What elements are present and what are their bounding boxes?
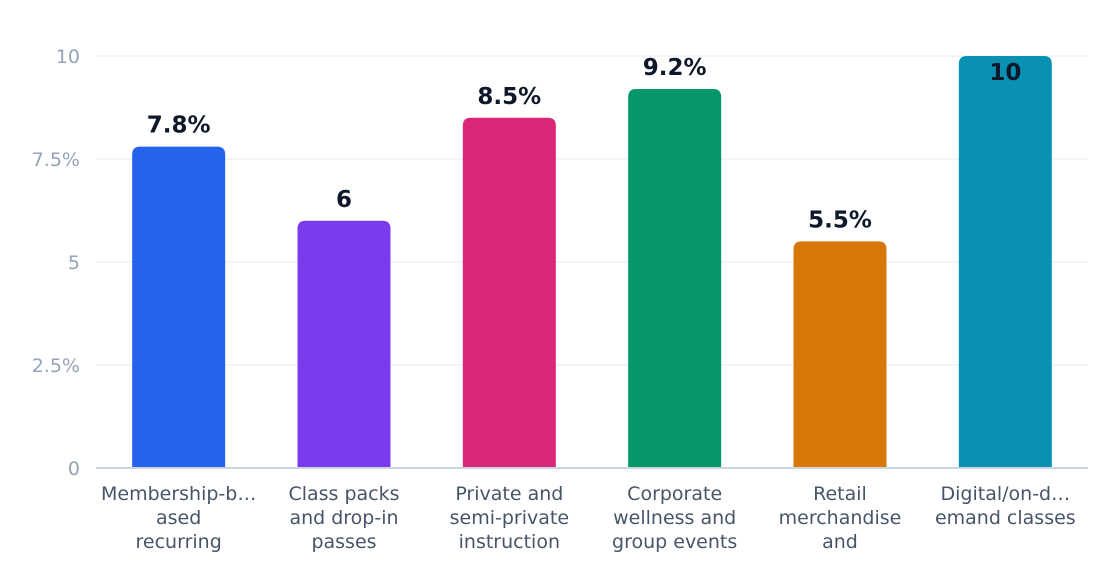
x-tick-label-line: group events bbox=[612, 531, 737, 553]
x-tick-label-line: recurring bbox=[136, 531, 222, 553]
x-tick-label-line: semi-private bbox=[450, 507, 569, 529]
y-tick-label: 5 bbox=[68, 252, 80, 274]
x-tick-label: Membership-b… ased recurring bbox=[101, 483, 256, 553]
x-tick-label: Class packs and drop-in passes bbox=[288, 483, 399, 553]
bars bbox=[132, 56, 1052, 469]
x-tick-label-line: and bbox=[822, 531, 858, 553]
x-tick-label-line: merchandise bbox=[779, 507, 902, 529]
data-label: 9.2% bbox=[643, 55, 707, 81]
data-label: 5.5% bbox=[808, 207, 872, 233]
x-tick-label: Private and semi-private instruction bbox=[450, 483, 569, 553]
data-label: 8.5% bbox=[477, 84, 541, 110]
x-tick-label-line: Digital/on-d… bbox=[941, 483, 1071, 505]
x-tick-label: Corporate wellness and group events bbox=[612, 483, 737, 553]
bar[interactable] bbox=[132, 146, 226, 468]
data-label: 10 bbox=[989, 60, 1021, 86]
bar[interactable] bbox=[958, 56, 1052, 468]
x-tick-label-line: emand classes bbox=[935, 507, 1076, 529]
x-tick-label-line: wellness and bbox=[613, 507, 736, 529]
x-tick-label-line: passes bbox=[311, 531, 376, 553]
bar[interactable] bbox=[462, 117, 556, 469]
x-tick-label-line: Private and bbox=[455, 483, 563, 505]
data-label: 6 bbox=[336, 187, 352, 213]
grid-lines bbox=[96, 55, 1088, 366]
bar[interactable] bbox=[628, 88, 722, 469]
y-tick-label: 7.5% bbox=[32, 149, 80, 171]
y-tick-label: 2.5% bbox=[32, 355, 80, 377]
y-axis: 0 2.5% 5 7.5% 10 bbox=[32, 46, 80, 480]
x-tick-label-line: Class packs bbox=[288, 483, 399, 505]
y-tick-label: 0 bbox=[68, 458, 80, 480]
x-tick-label-line: instruction bbox=[459, 531, 560, 553]
x-tick-label: Digital/on-d… emand classes bbox=[935, 483, 1076, 529]
x-tick-label: Retail merchandise and bbox=[779, 483, 902, 553]
x-tick-label-line: ased bbox=[156, 507, 201, 529]
data-labels: 7.8% 6 8.5% 9.2% 5.5% 10 bbox=[147, 55, 1022, 233]
x-tick-label-line: Membership-b… bbox=[101, 483, 256, 505]
bar[interactable] bbox=[793, 241, 887, 468]
x-tick-label-line: Retail bbox=[813, 483, 867, 505]
bar[interactable] bbox=[297, 220, 391, 468]
x-tick-label-line: Corporate bbox=[627, 483, 722, 505]
data-label: 7.8% bbox=[147, 113, 211, 139]
y-tick-label: 10 bbox=[56, 46, 80, 68]
x-tick-label-line: and drop-in bbox=[289, 507, 398, 529]
